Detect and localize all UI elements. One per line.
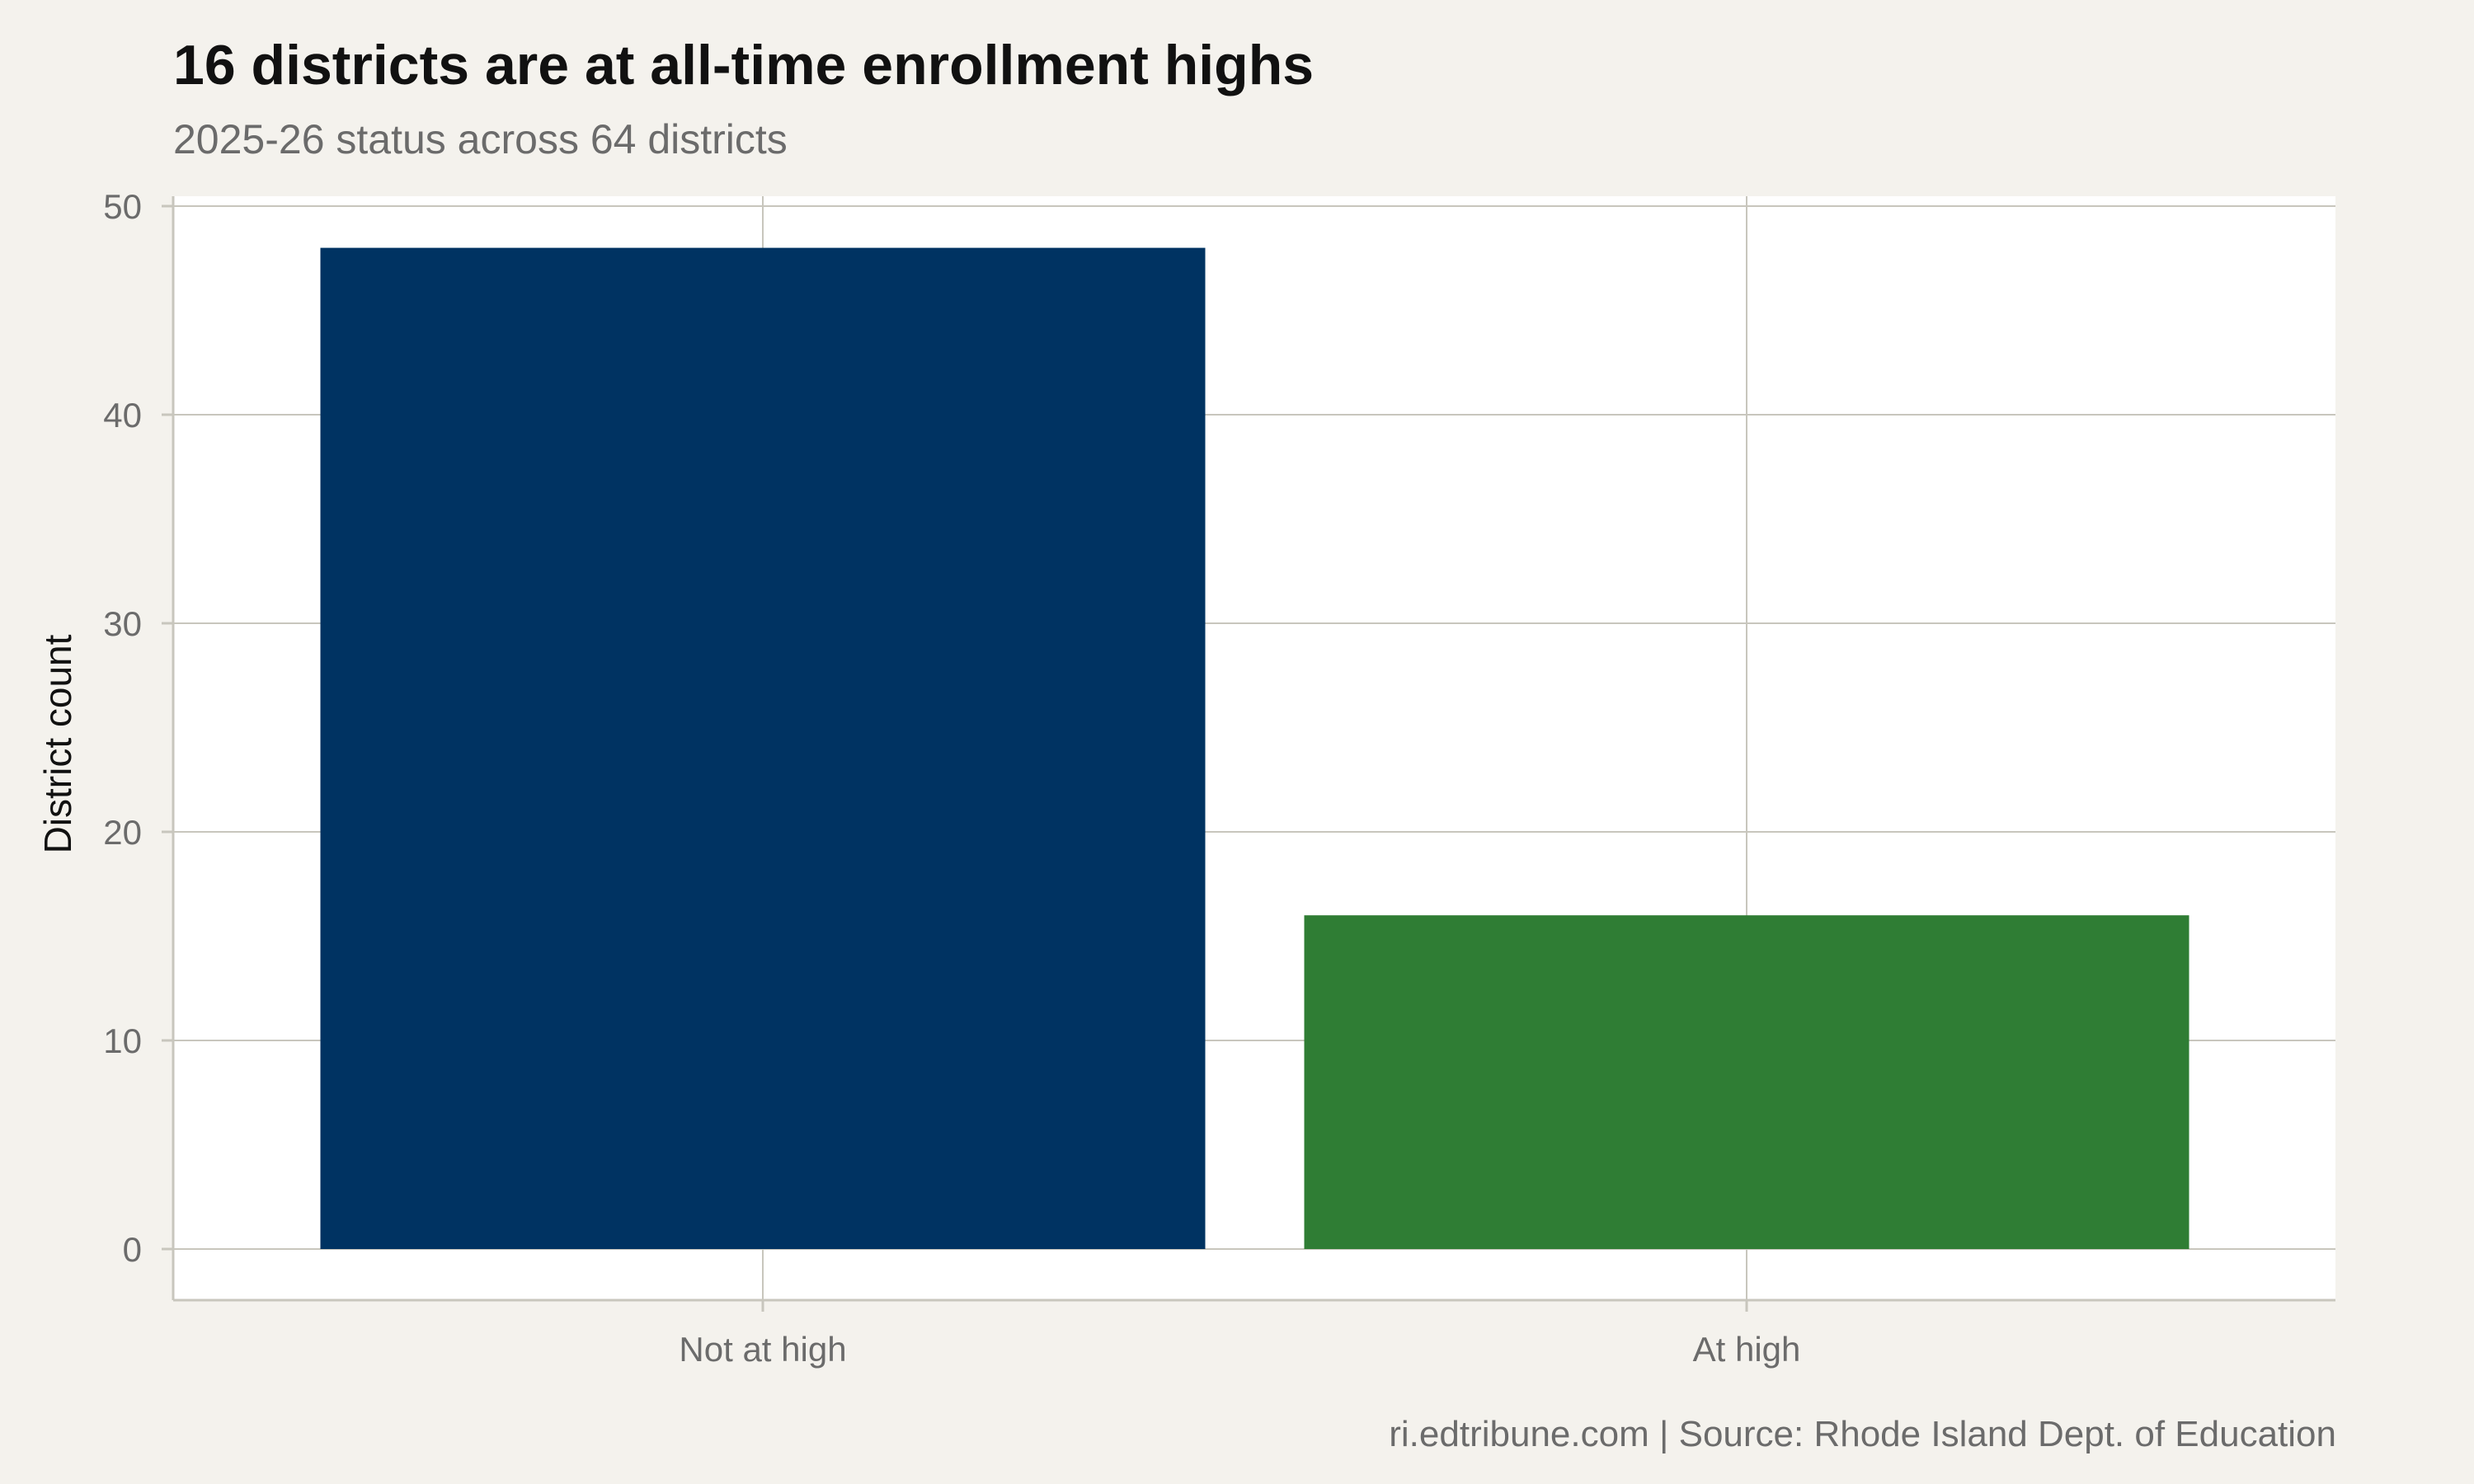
bars [320,247,2189,1250]
x-tick-label: Not at high [679,1330,846,1369]
y-tick-label: 40 [103,396,142,434]
chart-subtitle: 2025-26 status across 64 districts [173,116,788,162]
axes [162,196,2335,1312]
y-axis-title: District count [36,634,79,853]
x-tick-label: At high [1693,1330,1801,1369]
bar-at-high [1304,915,2189,1249]
y-tick-label: 20 [103,813,142,852]
y-tick-label: 30 [103,604,142,643]
bar-not-at-high [320,247,1206,1250]
chart-caption: ri.edtribune.com | Source: Rhode Island … [1389,1414,2336,1454]
y-tick-label: 50 [103,187,142,226]
tick-labels: 0 10 20 30 40 50 Not at high At high [103,187,1800,1369]
chart-title: 16 districts are at all-time enrollment … [173,34,1315,96]
y-tick-label: 10 [103,1021,142,1060]
y-tick-label: 0 [123,1230,142,1269]
